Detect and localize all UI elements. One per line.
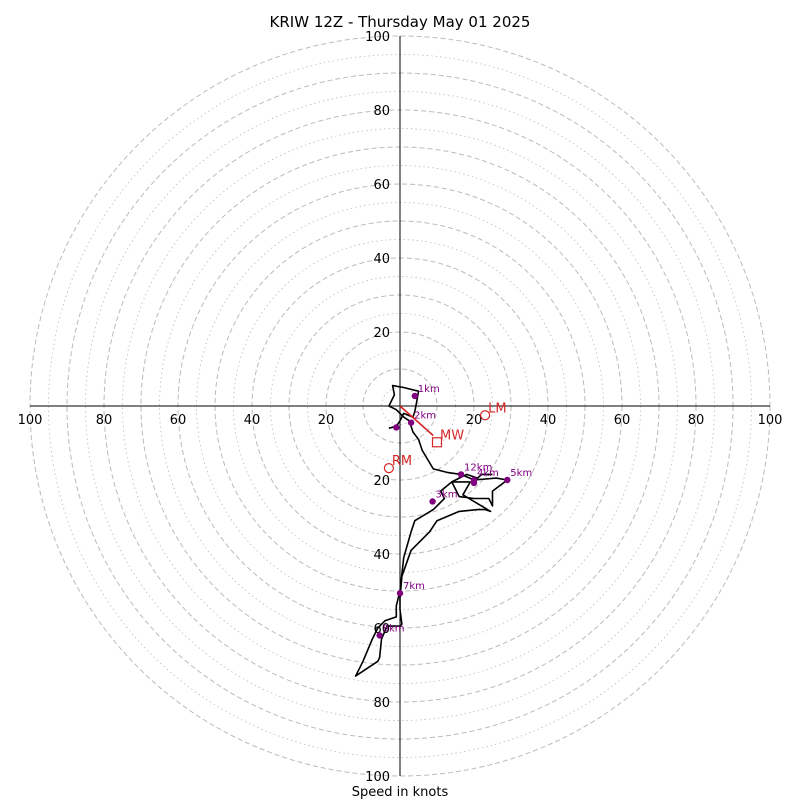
x-axis-label: Speed in knots (352, 785, 449, 800)
height-marker-label: 7km (403, 581, 425, 592)
height-marker-point (504, 476, 511, 484)
x-tick-label: 40 (540, 413, 557, 428)
height-marker-point (376, 632, 383, 639)
height-marker-label: 2km (414, 411, 436, 422)
y-tick-label: 20 (373, 474, 390, 489)
height-marker-label: 4km (477, 468, 499, 479)
height-marker-label: 5km (510, 468, 532, 479)
height-marker-point (411, 392, 418, 400)
height-marker-label: 12km (464, 462, 492, 473)
height-marker-point (396, 590, 404, 597)
y-tick-label: 40 (373, 252, 390, 267)
storm-motion-marker (480, 410, 491, 421)
y-tick-label: 80 (373, 104, 390, 119)
hodograph-trace-group (354, 384, 509, 677)
x-tick-label: 20 (318, 413, 335, 428)
x-tick-label: 60 (170, 413, 187, 428)
height-marker-point (407, 419, 415, 426)
y-tick-label: 60 (373, 178, 390, 193)
storm-motion-marker (383, 463, 394, 474)
mean-wind-marker (431, 437, 443, 448)
height-marker-label: 8km (383, 623, 405, 634)
height-marker-point (393, 424, 400, 431)
x-tick-label: 20 (466, 413, 483, 428)
x-tick-label: 80 (688, 413, 705, 428)
y-tick-label: 100 (365, 30, 390, 45)
x-tick-label: 100 (758, 413, 783, 428)
tick-labels: 100 80 60 40 20 20 40 60 80 100100806040202040608… (18, 30, 783, 785)
x-tick-label: 100 (18, 413, 43, 428)
storm-motion-label: RM (392, 454, 412, 469)
x-tick-label: 40 (244, 413, 261, 428)
height-marker-label: 1km (418, 384, 440, 395)
y-tick-label: 80 (373, 696, 390, 711)
storm-motion-label: MW (440, 428, 464, 443)
height-markers: 1km 2km 3km 4km 5km 7km 8km 12km (376, 384, 532, 639)
shear-vector-group (399, 405, 434, 437)
height-marker-point (457, 471, 465, 478)
storm-motion-markers: LM MW RM (383, 401, 507, 474)
storm-motion-label: LM (488, 401, 506, 416)
chart-title: KRIW 12Z - Thursday May 01 2025 (270, 13, 531, 31)
height-marker-point (470, 479, 478, 487)
height-marker-point (429, 498, 436, 505)
y-tick-label: 20 (373, 326, 390, 341)
y-tick-label: 100 (365, 770, 390, 785)
hodograph-line-0 (354, 384, 509, 677)
y-tick-label: 40 (373, 548, 390, 563)
x-tick-label: 60 (614, 413, 631, 428)
x-tick-label: 80 (96, 413, 113, 428)
bulk-shear-vector (399, 405, 434, 437)
height-marker-label: 3km (436, 489, 458, 500)
